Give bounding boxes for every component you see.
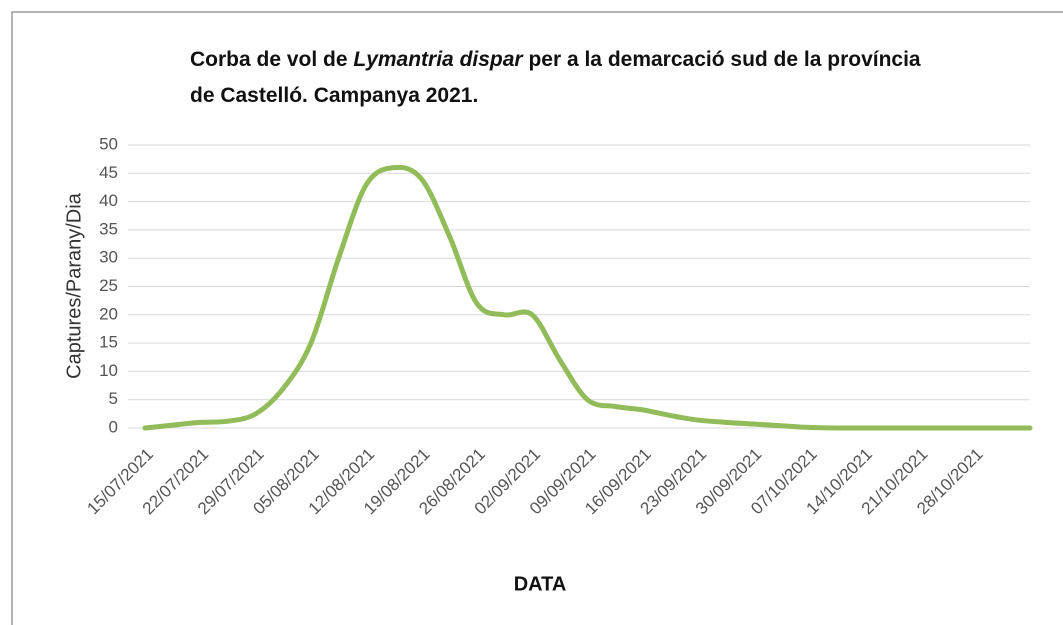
y-tick-label: 15 — [99, 333, 118, 352]
title-part: Corba de vol de — [190, 48, 354, 71]
y-axis-label: Captures/Parany/Dia — [63, 192, 85, 379]
y-tick-label: 35 — [99, 219, 118, 238]
y-tick-label: 20 — [99, 304, 118, 323]
title-part: Lymantria dispar — [353, 48, 523, 71]
y-tick-label: 40 — [99, 191, 118, 210]
data-line — [142, 164, 1033, 431]
y-tick-label: 30 — [99, 248, 118, 267]
x-axis-label: DATA — [514, 573, 567, 595]
title-part: per a la demarcació sud de la província … — [190, 48, 921, 107]
y-tick-label: 0 — [109, 417, 118, 436]
y-tick-label: 25 — [99, 276, 118, 295]
chart-title: Corba de vol de Lymantria dispar per a l… — [190, 42, 950, 114]
y-tick-label: 50 — [99, 134, 118, 153]
y-tick-label: 10 — [99, 361, 118, 380]
frame — [11, 11, 1063, 625]
y-tick-label: 5 — [109, 389, 118, 408]
y-tick-label: 45 — [99, 163, 118, 182]
